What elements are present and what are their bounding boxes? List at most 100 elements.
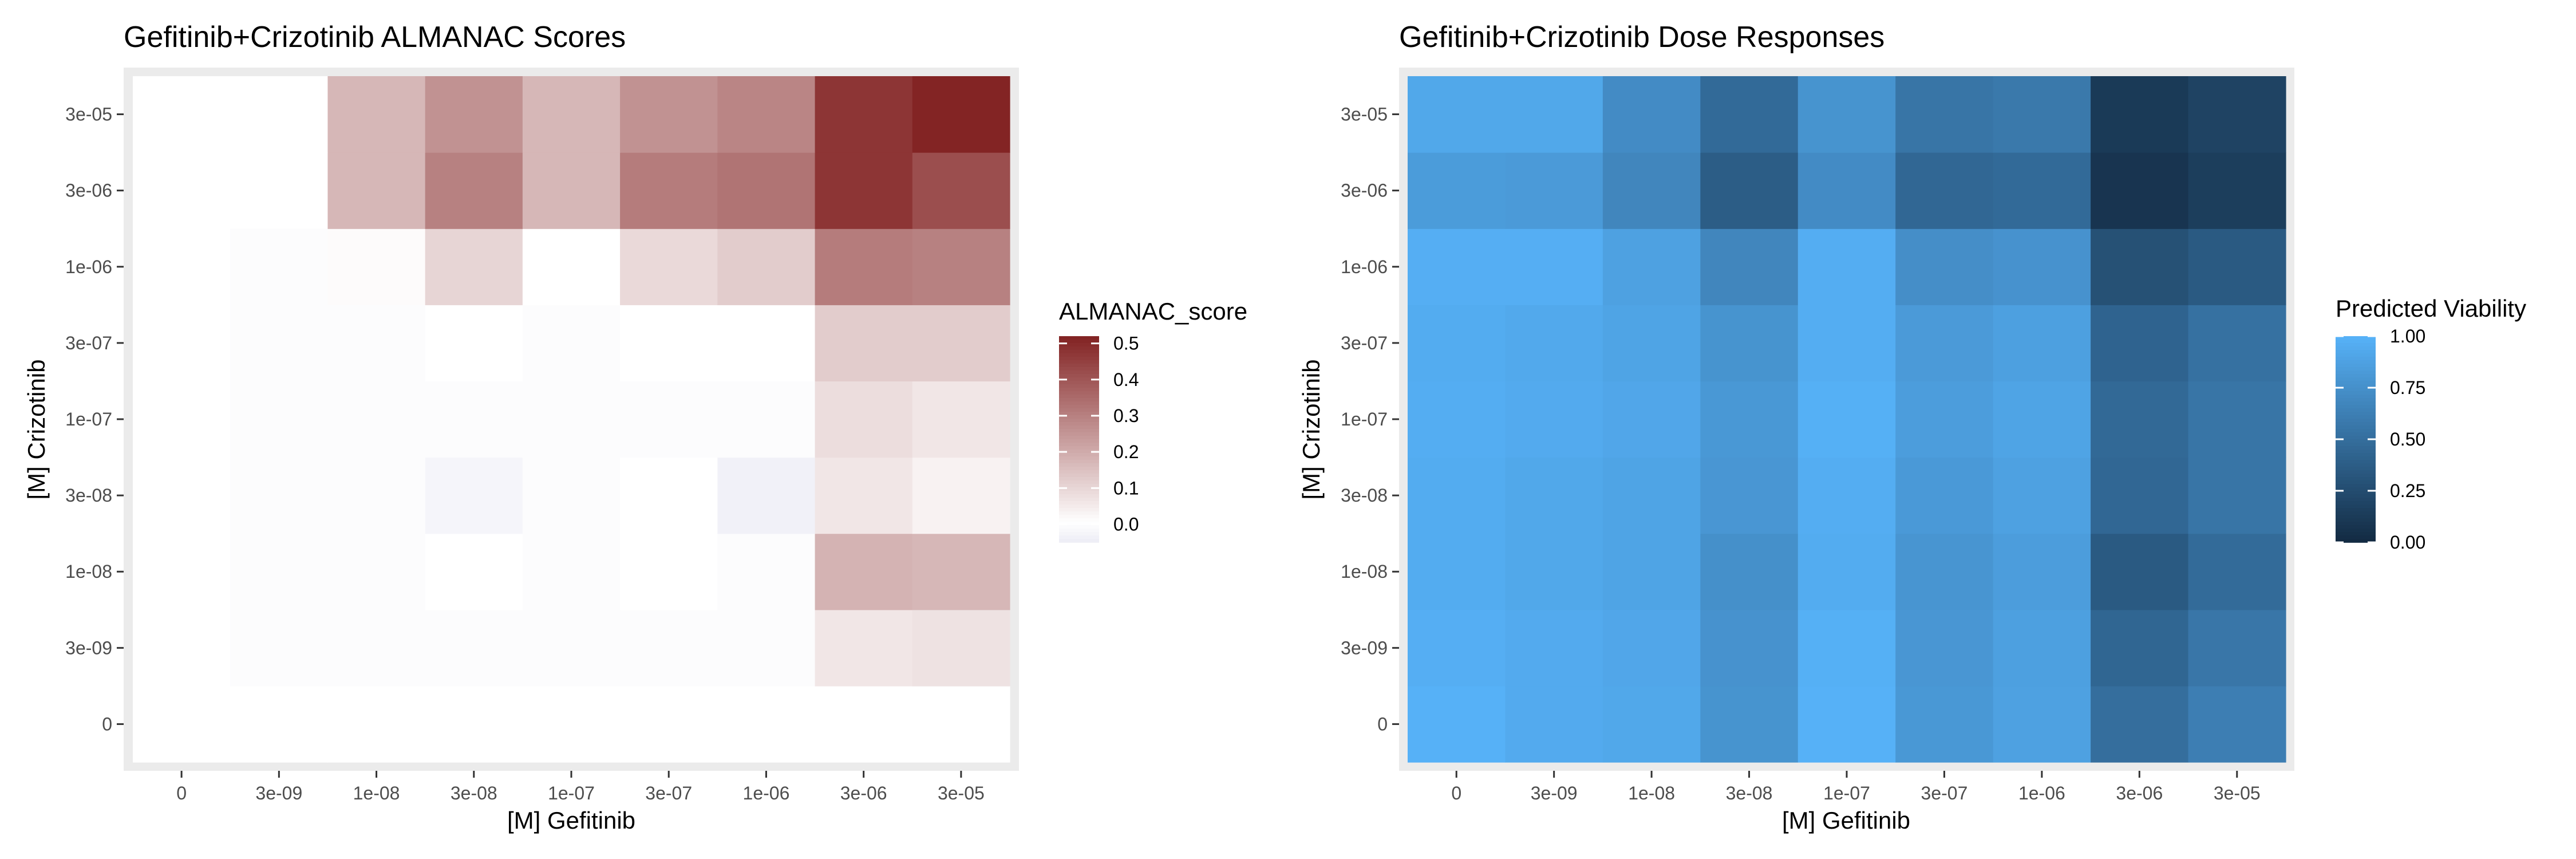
legend-gradient-step — [1059, 405, 1099, 409]
heatmap-cell — [230, 76, 329, 153]
heatmap-cell — [327, 533, 426, 610]
heatmap-cell — [230, 609, 329, 687]
legend-gradient-step — [1059, 353, 1099, 357]
heatmap-cell — [522, 152, 621, 229]
y-tick-label: 3e-08 — [65, 485, 112, 506]
heatmap-cell — [1602, 533, 1701, 610]
heatmap-cell — [1602, 685, 1701, 763]
legend-gradient-step — [1059, 470, 1099, 474]
heatmap-cell — [1993, 305, 2091, 382]
legend-gradient-step — [2336, 494, 2376, 498]
legend-gradient-step — [2336, 371, 2376, 375]
legend-gradient-step — [2336, 505, 2376, 509]
legend-gradient-step — [1059, 336, 1099, 340]
legend-gradient-step — [1059, 511, 1099, 515]
legend-gradient-step — [2336, 477, 2376, 481]
heatmap-cell — [1700, 609, 1799, 687]
heatmap-cell — [522, 533, 621, 610]
heatmap-cell — [1602, 457, 1701, 534]
heatmap-cell — [1408, 533, 1506, 610]
legend-gradient-step — [2336, 357, 2376, 361]
heatmap-cell — [1505, 152, 1603, 229]
heatmap-cell — [133, 685, 231, 763]
x-tick-label: 3e-08 — [451, 783, 497, 803]
legend-gradient-step — [1059, 388, 1099, 392]
y-tick-label: 1e-08 — [1341, 561, 1388, 582]
heatmap-cell — [1602, 609, 1701, 687]
heatmap-cell — [1505, 305, 1603, 382]
legend-gradient-step — [1059, 456, 1099, 460]
heatmap-cell — [1408, 76, 1506, 153]
x-tick-label: 3e-07 — [1921, 783, 1968, 803]
legend-gradient-step — [2336, 336, 2376, 340]
legend-gradient-step — [2336, 456, 2376, 460]
heatmap-cell — [1797, 305, 1896, 382]
heatmap-cell — [815, 685, 913, 763]
legend-gradient-step — [1059, 374, 1099, 378]
heatmap-cell — [522, 685, 621, 763]
heatmap-cell — [717, 685, 816, 763]
x-axis-ticks: 0 3e-09 1e-08 3e-08 1e-07 3e-07 1e-06 3e-06 3e-0… — [1451, 771, 2261, 803]
heatmap-cell — [1895, 685, 1994, 763]
legend-gradient-step — [1059, 412, 1099, 416]
legend-gradient-step — [2336, 340, 2376, 344]
heatmap-cell — [1993, 76, 2091, 153]
heatmap-cell — [1700, 152, 1799, 229]
legend-gradient-step — [1059, 391, 1099, 395]
heatmap-cell — [230, 305, 329, 382]
heatmap-cell — [717, 381, 816, 458]
heatmap-cell — [133, 76, 231, 153]
heatmap-cell — [1993, 228, 2091, 305]
heatmap-cell — [620, 152, 718, 229]
heatmap-cell — [815, 152, 913, 229]
heatmap-cell — [912, 152, 1010, 229]
heatmap-cells — [133, 76, 1010, 763]
legend-gradient-step — [2336, 425, 2376, 430]
heatmap-cell — [425, 152, 523, 229]
heatmap-cell — [1797, 457, 1896, 534]
heatmap-cell — [1700, 76, 1799, 153]
legend-gradient-step — [2336, 487, 2376, 491]
legend-gradient-step — [1059, 522, 1099, 526]
legend-color-bar — [2336, 336, 2376, 543]
heatmap-cell — [1505, 609, 1603, 687]
legend-gradient-step — [1059, 453, 1099, 457]
legend-gradient-step — [2336, 470, 2376, 474]
heatmap-cell — [717, 228, 816, 305]
heatmap-cell — [912, 533, 1010, 610]
legend-gradient-step — [1059, 343, 1099, 347]
legend-gradient-step — [1059, 415, 1099, 419]
heatmap-cell — [2188, 533, 2286, 610]
heatmap-cell — [620, 76, 718, 153]
heatmap-cell — [717, 152, 816, 229]
legend-gradient-step — [1059, 460, 1099, 464]
heatmap-cell — [1505, 228, 1603, 305]
legend-gradient-step — [1059, 419, 1099, 423]
heatmap-cell — [425, 457, 523, 534]
heatmap-cell — [1895, 76, 1994, 153]
heatmap-cell — [1700, 305, 1799, 382]
legend-gradient-step — [2336, 508, 2376, 512]
chart-title: Gefitinib+Crizotinib ALMANAC Scores — [124, 21, 626, 54]
heatmap-cell — [1505, 533, 1603, 610]
legend-gradient-step — [2336, 367, 2376, 371]
legend-gradient-step — [1059, 508, 1099, 512]
heatmap-cell — [1895, 533, 1994, 610]
x-tick-label: 0 — [176, 783, 187, 803]
legend-gradient-step — [1059, 446, 1099, 450]
x-tick-label: 3e-06 — [840, 783, 887, 803]
heatmap-cell — [1408, 305, 1506, 382]
heatmap-cell — [2091, 533, 2189, 610]
x-axis-title: [M] Gefitinib — [507, 807, 635, 834]
heatmap-cell — [1700, 228, 1799, 305]
legend-gradient-step — [2336, 532, 2376, 536]
legend-gradient-step — [1059, 346, 1099, 350]
legend-gradient-step — [2336, 422, 2376, 426]
heatmap-cell — [815, 533, 913, 610]
heatmap-cell — [717, 76, 816, 153]
heatmap-cell — [620, 533, 718, 610]
legend-gradient-step — [1059, 432, 1099, 436]
heatmap-cell — [1408, 381, 1506, 458]
legend-gradient-step — [1059, 408, 1099, 412]
heatmap-cell — [327, 228, 426, 305]
